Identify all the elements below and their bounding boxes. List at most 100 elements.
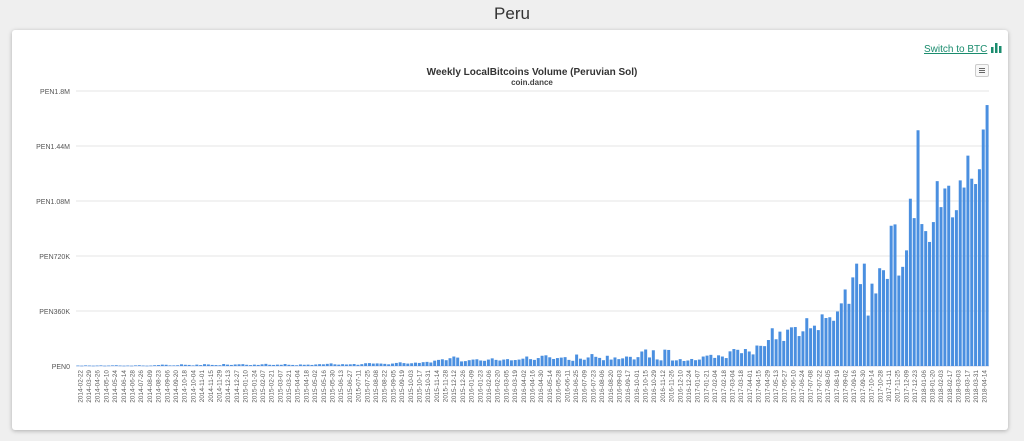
x-tick-label: 2016-11-26 (669, 370, 676, 403)
hamburger-menu-icon (979, 68, 985, 69)
bar (379, 363, 383, 366)
bar (529, 359, 533, 367)
bar (912, 218, 916, 366)
x-tick-label: 2017-05-13 (773, 370, 780, 403)
x-tick-label: 2016-08-20 (608, 370, 615, 403)
bar (517, 359, 521, 366)
bar (417, 362, 421, 366)
bar (966, 155, 970, 367)
bar (360, 364, 364, 366)
bar (632, 359, 636, 366)
bar (678, 359, 682, 367)
x-tick-label: 2017-06-24 (799, 370, 806, 403)
bar (130, 365, 134, 367)
x-tick-label: 2015-02-21 (269, 370, 276, 403)
bar (751, 354, 755, 366)
bar (410, 363, 414, 366)
bar (905, 250, 909, 366)
bar (479, 360, 483, 366)
bar (506, 359, 510, 367)
bar (279, 364, 283, 366)
bar (187, 364, 191, 366)
x-tick-label: 2017-08-05 (825, 370, 832, 403)
x-tick-label: 2014-12-13 (225, 370, 232, 403)
x-tick-label: 2014-08-23 (156, 370, 163, 403)
bar (555, 358, 559, 366)
bar (467, 360, 471, 366)
x-tick-label: 2015-07-11 (356, 370, 363, 403)
x-tick-label: 2017-03-18 (738, 370, 745, 403)
bar (214, 365, 218, 366)
bar (260, 364, 264, 366)
bar (421, 362, 425, 366)
bar (920, 224, 924, 366)
bar (582, 359, 586, 366)
x-tick-label: 2014-09-06 (164, 370, 171, 403)
x-tick-label: 2016-08-06 (599, 370, 606, 403)
bar (628, 356, 632, 366)
bar (341, 364, 345, 366)
x-tick-label: 2014-05-10 (103, 370, 110, 403)
x-tick-label: 2018-02-03 (938, 370, 945, 403)
bar (828, 317, 832, 366)
x-tick-label: 2014-07-26 (138, 370, 145, 403)
x-tick-label: 2017-01-21 (703, 370, 710, 403)
x-tick-label: 2016-01-23 (477, 370, 484, 403)
y-tick-label: PEN1.08M (36, 199, 70, 206)
bar (110, 365, 114, 366)
bar (199, 365, 203, 366)
bar (977, 169, 981, 366)
bar (985, 105, 989, 366)
bar (728, 351, 732, 366)
x-tick-label: 2018-03-03 (956, 370, 963, 403)
x-tick-label: 2017-12-09 (903, 370, 910, 403)
bar (460, 361, 464, 366)
switch-to-btc-link[interactable]: Switch to BTC (924, 42, 1002, 56)
x-tick-label: 2018-02-17 (947, 370, 954, 403)
bar (222, 364, 226, 366)
bar (724, 358, 728, 366)
bar (878, 268, 882, 366)
x-tick-label: 2015-03-07 (277, 370, 284, 403)
bar (272, 364, 276, 366)
bar (682, 360, 686, 366)
x-tick-label: 2016-07-09 (582, 370, 589, 403)
bar (812, 325, 816, 366)
bar (318, 364, 322, 366)
bar (229, 364, 233, 366)
bar (156, 365, 160, 366)
bar (532, 359, 536, 366)
bar (552, 358, 556, 366)
x-tick-label: 2015-07-25 (364, 370, 371, 403)
bar (91, 365, 95, 367)
bar (525, 356, 529, 366)
x-tick-label: 2015-10-31 (425, 370, 432, 403)
bar (95, 365, 99, 367)
bar (544, 355, 548, 366)
bar (475, 359, 479, 366)
bar (605, 355, 609, 366)
x-tick-label: 2015-08-08 (373, 370, 380, 403)
bar (153, 365, 157, 366)
bar (118, 365, 122, 367)
bar (540, 355, 544, 366)
bar (283, 364, 287, 366)
bar (84, 365, 88, 366)
x-tick-label: 2015-02-07 (260, 370, 267, 403)
bar (974, 184, 978, 366)
bar (897, 275, 901, 366)
x-tick-label: 2017-11-11 (886, 370, 893, 402)
chart-menu-button[interactable] (975, 64, 989, 77)
x-tick-label: 2017-02-18 (721, 370, 728, 403)
bar (740, 353, 744, 366)
bar (440, 359, 444, 366)
bar (310, 364, 314, 366)
bar (598, 357, 602, 366)
x-tick-label: 2017-09-16 (851, 370, 858, 403)
bar (663, 349, 667, 366)
bar (394, 362, 398, 366)
bar (414, 362, 417, 366)
bar (218, 365, 222, 366)
bar (168, 365, 172, 366)
